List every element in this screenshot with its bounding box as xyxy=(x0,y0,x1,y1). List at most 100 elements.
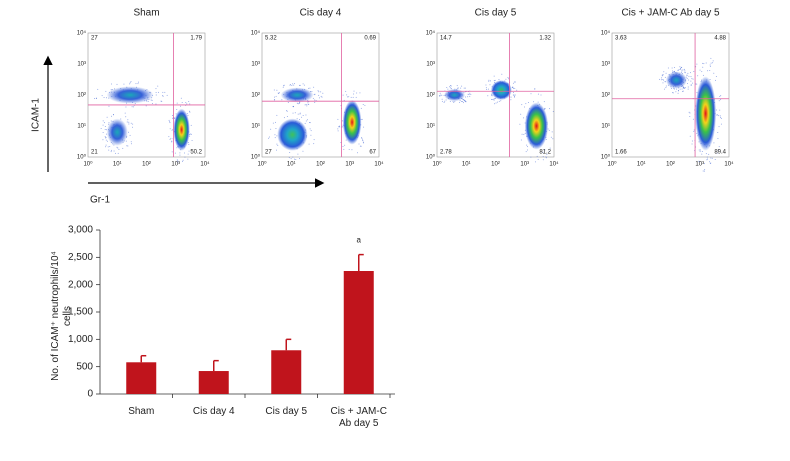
event-dot xyxy=(514,87,516,89)
event-dot xyxy=(298,119,300,121)
event-dot xyxy=(716,152,718,154)
event-dot xyxy=(663,71,665,73)
event-dot xyxy=(361,137,363,139)
event-dot xyxy=(693,129,695,131)
event-dot xyxy=(129,134,131,136)
event-dot xyxy=(125,106,127,108)
event-dot xyxy=(312,97,314,99)
event-dot xyxy=(490,94,492,96)
flow-y-tick: 10¹ xyxy=(426,124,435,130)
event-dot xyxy=(106,116,108,118)
event-dot xyxy=(527,146,529,148)
event-dot xyxy=(120,118,122,120)
flow-x-tick: 10⁰ xyxy=(607,161,617,168)
event-dot xyxy=(695,83,697,85)
event-dot xyxy=(317,90,319,92)
event-dot xyxy=(126,145,128,147)
population xyxy=(490,80,512,100)
quadrant-percent: 21 xyxy=(91,150,98,156)
event-dot xyxy=(338,126,340,128)
event-dot xyxy=(696,63,698,65)
event-dot xyxy=(542,156,544,158)
event-dot xyxy=(530,93,532,95)
flow-x-tick: 10¹ xyxy=(287,162,296,168)
event-dot xyxy=(512,92,514,94)
event-dot xyxy=(169,121,171,123)
event-dot xyxy=(461,101,463,103)
event-dot xyxy=(118,148,120,150)
event-dot xyxy=(188,144,190,146)
event-dot xyxy=(706,156,708,158)
annotation: a xyxy=(357,236,362,245)
event-dot xyxy=(294,83,296,85)
event-dot xyxy=(709,70,711,72)
quadrant-percent: 89.4 xyxy=(714,150,726,156)
flow-y-tick: 10² xyxy=(77,93,86,99)
event-dot xyxy=(184,152,186,154)
event-dot xyxy=(717,138,719,140)
event-dot xyxy=(439,95,441,97)
event-dot xyxy=(533,101,535,103)
quadrant-percent: 14.7 xyxy=(440,36,452,42)
event-dot xyxy=(715,109,717,111)
event-dot xyxy=(459,101,461,103)
event-dot xyxy=(702,62,704,64)
event-dot xyxy=(445,99,447,101)
event-dot xyxy=(692,78,694,80)
event-dot xyxy=(308,103,310,105)
event-dot xyxy=(128,131,130,133)
event-dot xyxy=(676,88,678,90)
event-dot xyxy=(550,136,552,138)
event-dot xyxy=(275,95,277,97)
population xyxy=(280,87,314,103)
event-dot xyxy=(313,139,315,141)
event-dot xyxy=(95,97,97,99)
event-dot xyxy=(273,89,275,91)
event-dot xyxy=(690,80,692,82)
event-dot xyxy=(485,87,487,89)
event-dot xyxy=(122,147,124,149)
event-dot xyxy=(688,111,690,113)
event-dot xyxy=(671,87,673,89)
panel-title: Sham xyxy=(133,8,159,19)
population xyxy=(695,76,717,151)
quadrant-percent: 0.69 xyxy=(364,36,376,42)
population xyxy=(342,99,362,145)
event-dot xyxy=(174,152,176,154)
event-dot xyxy=(443,102,445,104)
flow-y-tick: 10³ xyxy=(426,62,435,68)
event-dot xyxy=(701,150,703,152)
event-dot xyxy=(177,161,179,163)
event-dot xyxy=(359,145,361,147)
event-dot xyxy=(359,92,361,94)
event-dot xyxy=(320,91,322,93)
event-dot xyxy=(662,82,664,84)
bar xyxy=(126,362,157,394)
event-dot xyxy=(459,100,461,102)
plot-frame xyxy=(611,32,730,158)
population xyxy=(277,118,308,151)
event-dot xyxy=(489,84,491,86)
event-dot xyxy=(549,108,551,110)
flow-x-tick: 10¹ xyxy=(113,162,122,168)
event-dot xyxy=(127,145,129,147)
event-dot xyxy=(527,101,529,103)
event-dot xyxy=(717,114,719,116)
quadrant-percent: 81.2 xyxy=(539,150,551,156)
flow-y-tick: 10⁰ xyxy=(601,154,611,161)
population xyxy=(106,86,154,104)
event-dot xyxy=(521,104,523,106)
event-dot xyxy=(130,143,132,145)
event-dot xyxy=(671,67,673,69)
flow-x-tick: 10⁴ xyxy=(374,161,384,168)
event-dot xyxy=(441,94,443,96)
event-dot xyxy=(115,152,117,154)
event-dot xyxy=(187,158,189,160)
event-dot xyxy=(125,140,127,142)
event-dot xyxy=(704,169,706,171)
event-dot xyxy=(363,142,365,144)
event-dot xyxy=(703,170,705,172)
event-dot xyxy=(710,157,712,159)
x-tick-label: Sham xyxy=(128,406,155,417)
event-dot xyxy=(277,144,279,146)
